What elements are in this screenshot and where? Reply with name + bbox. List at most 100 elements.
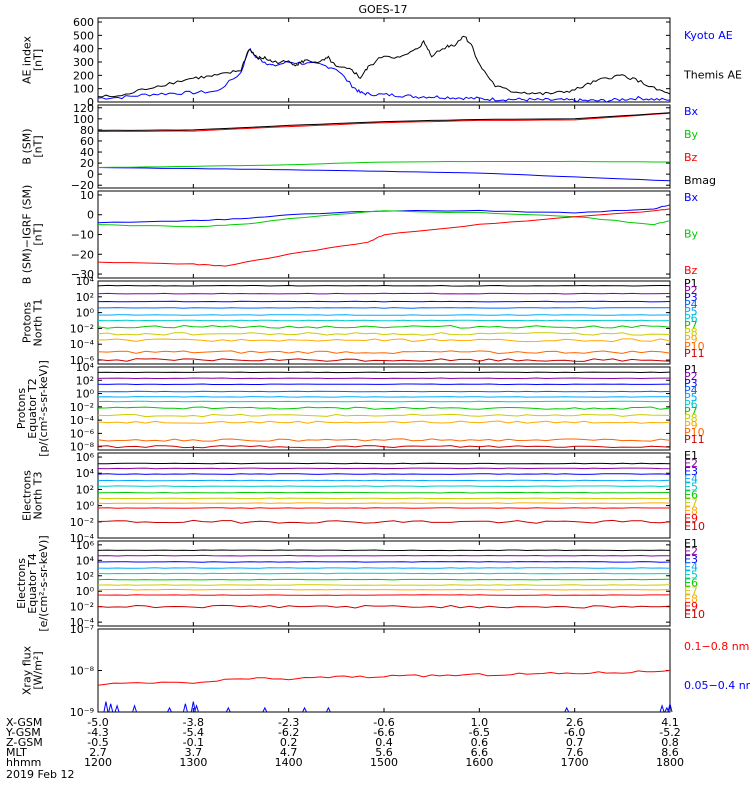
y-tick-label: 200: [73, 69, 94, 82]
legend-0.1−0.8 nm: 0.1−0.8 nm: [684, 640, 749, 653]
series-line-E1: [97, 549, 671, 552]
series-line-E9: [97, 594, 670, 596]
legend-E10: E10: [684, 608, 705, 621]
series-line-P7: [97, 324, 671, 329]
xray-spike: [564, 706, 570, 713]
legend-0.05−0.4 nm: 0.05−0.4 nm: [684, 679, 750, 692]
legend-P2: P2: [684, 370, 698, 383]
y-tick-label: 10²: [76, 374, 94, 387]
series-line-E4: [97, 567, 671, 569]
series-line-E10: [97, 604, 671, 609]
x-row-value: -6.2: [278, 726, 299, 739]
x-row-value: 1400: [275, 756, 303, 769]
y-axis-label: B (SM)−IGRF (SM): [21, 185, 34, 285]
panel-digrf: 10 0 −10 −20 −30 B (SM)−IGRF (SM)[nT] Bx By Bz: [21, 185, 699, 285]
y-tick-label: 120: [73, 102, 94, 115]
panel-frame: [97, 628, 671, 713]
y-tick-label: 10⁴: [76, 554, 95, 567]
series-line-P9: [97, 338, 671, 343]
series-line-E6: [97, 578, 671, 581]
legend-P3: P3: [684, 291, 698, 304]
series-group: [97, 35, 671, 103]
series-line-P5: [97, 314, 670, 316]
series-line-By: [97, 210, 671, 228]
panel-frame: [97, 104, 671, 189]
xray-spike: [182, 703, 188, 713]
y-tick-label: 10⁻⁴: [70, 616, 95, 629]
y-tick-label: 10⁻⁴: [70, 414, 95, 427]
legend-Bx: Bx: [684, 191, 699, 204]
x-row-value: 0.7: [566, 736, 584, 749]
x-row-value: 1200: [84, 756, 112, 769]
series-group: [97, 204, 671, 267]
x-row-value: -0.1: [183, 736, 204, 749]
series-line-P11: [97, 445, 671, 449]
y-tick-label: 300: [73, 56, 94, 69]
y-tick-label: 10⁻⁷: [70, 623, 94, 636]
legend-P6: P6: [684, 312, 698, 325]
series-line-E2: [97, 554, 670, 557]
legend-E10: E10: [684, 520, 705, 533]
series-line-E5: [97, 572, 671, 575]
series-line-P1: [97, 371, 671, 374]
y-axis-label: [W/m²]: [32, 651, 45, 689]
y-tick-label: −30: [71, 268, 94, 281]
x-row-value: 1.0: [471, 716, 489, 729]
legend-P5: P5: [684, 305, 698, 318]
legend-P3: P3: [684, 377, 698, 390]
y-tick-label: 10⁻⁶: [70, 354, 95, 367]
xray-spike: [132, 704, 138, 713]
legend-P4: P4: [684, 298, 698, 311]
panel-frame: [97, 452, 671, 539]
series-line-P4: [98, 307, 671, 309]
y-axis-label: [p/(cm²-s-sr-keV)]: [37, 360, 50, 457]
legend-Kyoto AE: Kyoto AE: [684, 29, 733, 42]
legend-E6: E6: [684, 489, 698, 502]
xray-spike: [190, 701, 196, 713]
xray-spike: [325, 706, 331, 713]
y-axis-label: Protons: [21, 302, 34, 343]
x-row-value: -5.0: [87, 716, 108, 729]
legend-E3: E3: [684, 553, 698, 566]
x-row-label: X-GSM: [6, 716, 42, 729]
series-line-E3: [97, 561, 671, 563]
legend-P8: P8: [684, 412, 698, 425]
y-tick-label: 10⁰: [76, 585, 95, 598]
series-line-E1: [98, 462, 671, 465]
panel-xray: 10⁻⁷ 10⁻⁸ 10⁻⁹ Xray flux[W/m²] 0.1−0.8 nm 0.0…: [21, 623, 750, 719]
legend-P9: P9: [684, 333, 698, 346]
legend-P11: P11: [684, 433, 705, 446]
legend-E6: E6: [684, 577, 698, 590]
legend-E5: E5: [684, 569, 698, 582]
x-row-value: 1300: [179, 756, 207, 769]
legend-By: By: [684, 228, 699, 241]
series-line-P2: [97, 292, 671, 295]
series-line-E9: [97, 507, 670, 509]
legend-P11: P11: [684, 347, 705, 360]
series-line-P10: [97, 438, 671, 442]
y-tick-label: 10⁶: [76, 451, 95, 464]
series-line-E7: [97, 584, 671, 586]
series-line-Bx: [97, 204, 671, 224]
panel-frame: [97, 540, 671, 627]
xray-spike: [659, 704, 665, 713]
series-line-Bz: [97, 208, 671, 267]
series-line-P4: [97, 390, 671, 393]
x-row-value: -6.6: [373, 726, 394, 739]
y-tick-label: 10⁻⁶: [70, 427, 95, 440]
x-row-value: 8.6: [661, 746, 679, 759]
x-row-value: 4.1: [661, 716, 679, 729]
legend-E2: E2: [684, 545, 698, 558]
y-tick-label: 10⁻²: [70, 322, 94, 335]
x-row-value: 2.6: [566, 716, 584, 729]
legend-Bz: Bz: [684, 151, 698, 164]
x-row-label: Z-GSM: [6, 736, 43, 749]
series-line-E10: [97, 519, 671, 524]
series-group: [97, 371, 671, 449]
xray-spike: [225, 706, 231, 713]
y-tick-label: 40: [80, 146, 94, 159]
